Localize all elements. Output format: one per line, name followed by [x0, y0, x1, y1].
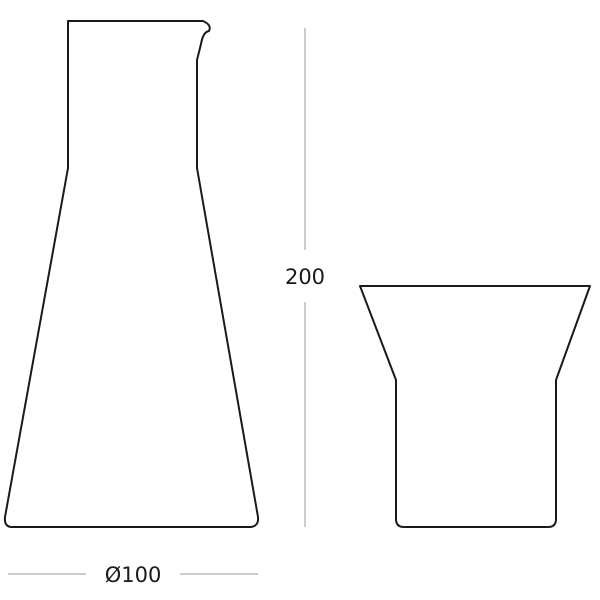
diameter-dimension-label: Ø100 [105, 563, 162, 587]
tumbler-outline [359, 285, 591, 528]
height-dimension-label: 200 [285, 265, 325, 289]
carafe-outline [3, 20, 260, 528]
